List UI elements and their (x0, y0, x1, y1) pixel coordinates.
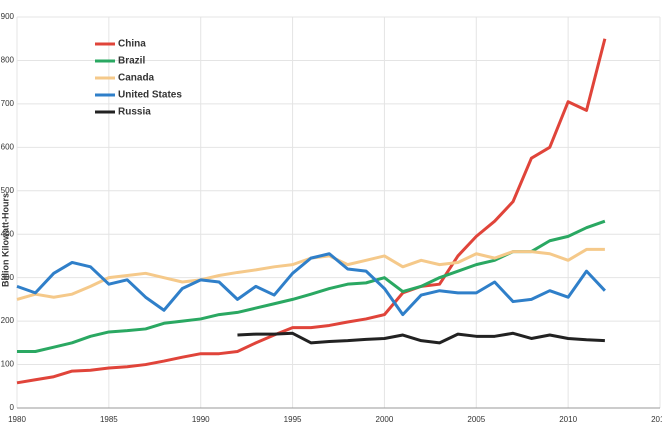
y-axis-label: Billion Kilowatt-Hours (0, 193, 10, 287)
y-tick-label: 500 (1, 186, 15, 195)
y-tick-label: 400 (1, 229, 15, 238)
legend-label: United States (118, 90, 182, 101)
x-tick-label: 1985 (100, 415, 118, 424)
y-tick-label: 600 (1, 142, 15, 151)
legend-label: Canada (118, 73, 155, 84)
y-tick-label: 200 (1, 316, 15, 325)
y-tick-label: 100 (1, 360, 15, 369)
legend-label: Brazil (118, 56, 145, 67)
x-tick-label: 1990 (192, 415, 210, 424)
x-tick-label: 2000 (376, 415, 394, 424)
legend-label: Russia (118, 107, 151, 118)
series-line (16, 252, 606, 317)
y-tick-label: 700 (1, 99, 15, 108)
x-tick-label: 2010 (559, 415, 577, 424)
y-tick-label: 300 (1, 273, 15, 282)
series-line (17, 219, 606, 354)
series-line (16, 38, 607, 385)
y-tick-label: 800 (1, 56, 15, 65)
x-tick-label: 1995 (284, 415, 302, 424)
x-tick-label: 2005 (467, 415, 485, 424)
y-tick-label: 900 (1, 12, 15, 21)
x-tick-label: 1980 (8, 415, 26, 424)
legend-label: China (118, 39, 146, 50)
y-tick-label: 0 (10, 403, 15, 412)
x-tick-label: 2015 (651, 415, 662, 424)
series-line (237, 331, 605, 345)
